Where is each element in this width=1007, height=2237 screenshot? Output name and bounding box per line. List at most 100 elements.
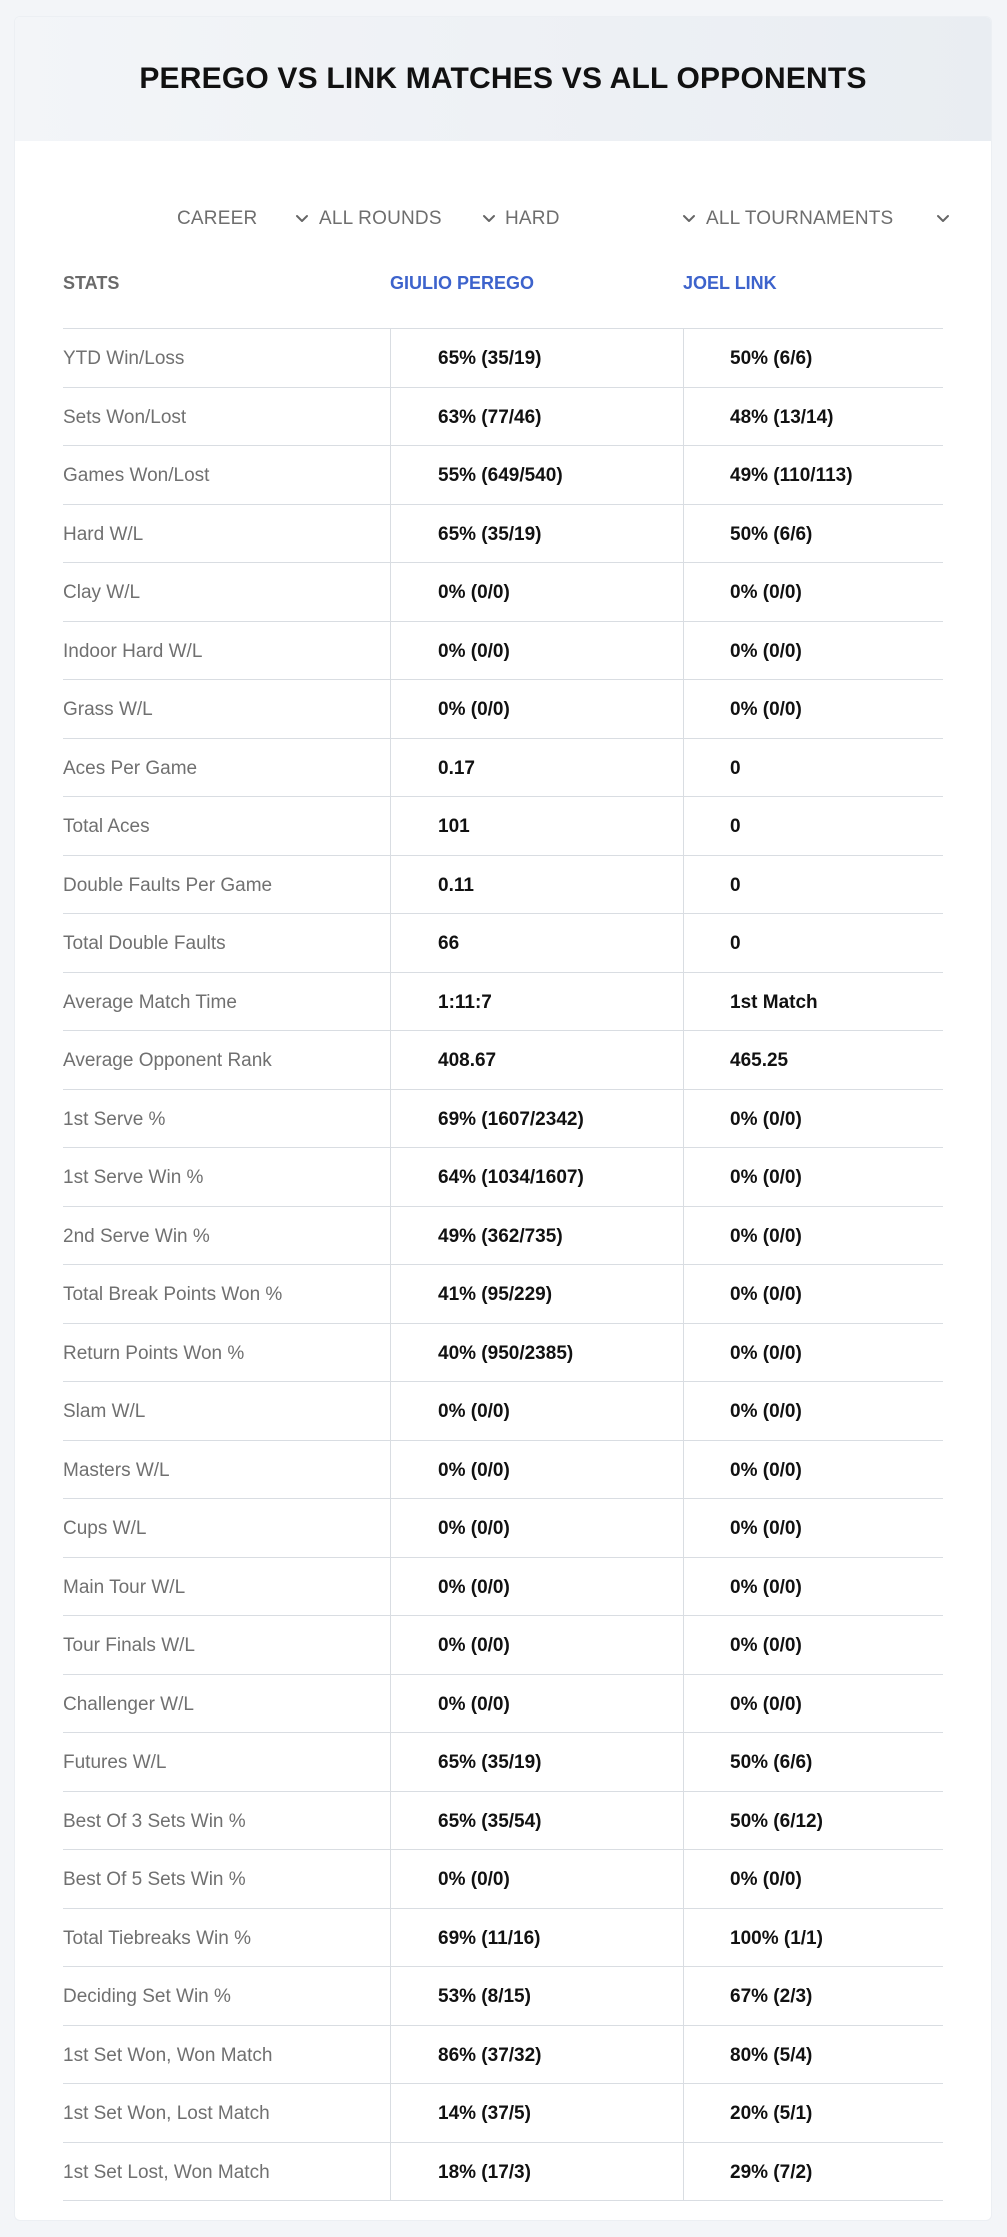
player1-value: 69% (11/16) (438, 1927, 541, 1949)
player1-value: 18% (17/3) (438, 2161, 531, 2183)
table-row: Futures W/L 65% (35/19) 50% (6/6) (63, 1733, 943, 1792)
table-row: Total Aces 101 0 (63, 797, 943, 856)
tournaments-select-value: ALL TOURNAMENTS (706, 208, 894, 229)
player2-value: 49% (110/113) (730, 465, 853, 486)
table-row: Hard W/L 65% (35/19) 50% (6/6) (63, 505, 943, 563)
player2-value: 50% (6/6) (730, 523, 813, 545)
table-row: 2nd Serve Win % 49% (362/735) 0% (0/0) (63, 1207, 943, 1265)
stat-label: Average Opponent Rank (63, 1050, 272, 1071)
player1-value: 0% (0/0) (438, 1576, 510, 1598)
player2-value: 0% (0/0) (730, 1576, 802, 1598)
player1-value: 65% (35/19) (438, 1752, 542, 1773)
stat-label: Total Aces (63, 816, 150, 837)
chevron-down-icon (683, 215, 695, 222)
stat-label: Hard W/L (63, 523, 144, 545)
surface-select-value: HARD (505, 208, 560, 229)
player2-value: 1st Match (730, 991, 818, 1013)
player2-value: 0% (0/0) (730, 1167, 802, 1188)
player1-value: 1:11:7 (438, 991, 492, 1013)
tournaments-select[interactable]: ALL TOURNAMENTS (706, 189, 956, 249)
stat-label: Total Break Points Won % (63, 1284, 283, 1305)
table-row: 1st Set Won, Lost Match 14% (37/5) 20% (5/… (63, 2084, 943, 2143)
player2-value: 0% (0/0) (730, 1284, 802, 1305)
rounds-select[interactable]: ALL ROUNDS (319, 189, 499, 249)
player2-value: 100% (1/1) (730, 1927, 823, 1949)
column-divider (390, 329, 391, 2201)
player1-value: 66 (438, 933, 460, 954)
player2-value: 50% (6/6) (730, 348, 813, 369)
player1-value: 101 (438, 816, 470, 837)
table-row: Sets Won/Lost 63% (77/46) 48% (13/14) (63, 388, 943, 446)
table-row: Clay W/L 0% (0/0) 0% (0/0) (63, 563, 943, 622)
stat-label: Return Points Won % (63, 1342, 245, 1364)
player2-value: 0 (730, 757, 741, 779)
stat-label: 2nd Serve Win % (63, 1225, 210, 1247)
player1-value: 0% (0/0) (438, 1693, 510, 1715)
table-row: Best Of 3 Sets Win % 65% (35/54) 50% (6/12… (63, 1792, 943, 1850)
surface-select[interactable]: HARD (505, 189, 705, 249)
stat-label: Double Faults Per Game (63, 874, 273, 896)
table-row: Total Double Faults 66 0 (63, 914, 943, 973)
player2-link[interactable]: JOEL LINK (683, 273, 777, 293)
stat-label: Clay W/L (63, 582, 141, 603)
period-select[interactable]: CAREER (177, 189, 312, 249)
stat-label: Slam W/L (63, 1401, 146, 1422)
player2-value: 0% (0/0) (730, 1518, 802, 1539)
player2-value: 20% (5/1) (730, 2103, 813, 2124)
table-row: Indoor Hard W/L 0% (0/0) 0% (0/0) (63, 622, 943, 680)
player2-value: 0% (0/0) (730, 699, 802, 720)
stat-label: Grass W/L (63, 699, 153, 720)
table-row: Total Tiebreaks Win % 69% (11/16) 100% (1/… (63, 1909, 943, 1967)
player2-value: 0 (730, 933, 741, 954)
page-title: PEREGO VS LINK MATCHES VS ALL OPPONENTS (139, 62, 867, 95)
table-row: Average Opponent Rank 408.67 465.25 (63, 1031, 943, 1090)
filter-bar: CAREER ALL ROUNDS HARD ALL TOURNAMENTS (15, 189, 991, 249)
player2-value: 0% (0/0) (730, 1108, 802, 1130)
table-row: Return Points Won % 40% (950/2385) 0% (0/0… (63, 1324, 943, 1382)
stat-label: Tour Finals W/L (63, 1635, 195, 1656)
player1-value: 65% (35/19) (438, 523, 542, 545)
table-row: Games Won/Lost 55% (649/540) 49% (110/113) (63, 446, 943, 505)
stat-label: 1st Serve % (63, 1108, 166, 1130)
stats-table-body: YTD Win/Loss 65% (35/19) 50% (6/6) Sets Won… (63, 329, 943, 2201)
stat-label: Total Double Faults (63, 933, 226, 954)
stat-label: Games Won/Lost (63, 465, 210, 486)
player1-value: 0% (0/0) (438, 699, 510, 720)
table-row: Grass W/L 0% (0/0) 0% (0/0) (63, 680, 943, 739)
table-row: Deciding Set Win % 53% (8/15) 67% (2/3) (63, 1967, 943, 2026)
table-row: Best Of 5 Sets Win % 0% (0/0) 0% (0/0) (63, 1850, 943, 1909)
stat-label: Deciding Set Win % (63, 1986, 231, 2007)
player2-value: 0% (0/0) (730, 640, 802, 662)
table-row: 1st Serve Win % 64% (1034/1607) 0% (0/0) (63, 1148, 943, 1207)
player2-value: 29% (7/2) (730, 2161, 813, 2183)
stats-table-header: STATS GIULIO PEREGO JOEL LINK (63, 249, 943, 329)
stat-label: Best Of 5 Sets Win % (63, 1869, 246, 1890)
player2-value: 67% (2/3) (730, 1986, 813, 2007)
table-row: Tour Finals W/L 0% (0/0) 0% (0/0) (63, 1616, 943, 1675)
player1-value: 0% (0/0) (438, 1518, 510, 1539)
stat-label: 1st Set Won, Won Match (63, 2044, 273, 2066)
player2-value: 0% (0/0) (730, 1459, 802, 1481)
player1-value: 63% (77/46) (438, 406, 542, 428)
table-row: Aces Per Game 0.17 0 (63, 739, 943, 797)
table-row: YTD Win/Loss 65% (35/19) 50% (6/6) (63, 329, 943, 388)
table-row: Total Break Points Won % 41% (95/229) 0% (… (63, 1265, 943, 1324)
stat-label: 1st Set Lost, Won Match (63, 2161, 270, 2183)
player2-value: 0% (0/0) (730, 1635, 802, 1656)
stat-label: Total Tiebreaks Win % (63, 1927, 251, 1949)
player2-value: 0% (0/0) (730, 1401, 802, 1422)
player2-value: 0 (730, 816, 741, 837)
player1-value: 40% (950/2385) (438, 1342, 574, 1364)
player1-link[interactable]: GIULIO PEREGO (390, 273, 535, 293)
player1-value: 408.67 (438, 1050, 497, 1071)
stat-label: 1st Serve Win % (63, 1167, 204, 1188)
column-divider (683, 329, 684, 2201)
stats-column-header: STATS (63, 273, 120, 293)
stat-label: Indoor Hard W/L (63, 640, 203, 662)
player2-value: 80% (5/4) (730, 2044, 813, 2066)
table-row: Slam W/L 0% (0/0) 0% (0/0) (63, 1382, 943, 1441)
player1-value: 0% (0/0) (438, 1401, 510, 1422)
player1-value: 64% (1034/1607) (438, 1167, 584, 1188)
table-row: Average Match Time 1:11:7 1st Match (63, 973, 943, 1031)
player1-value: 86% (37/32) (438, 2044, 542, 2066)
